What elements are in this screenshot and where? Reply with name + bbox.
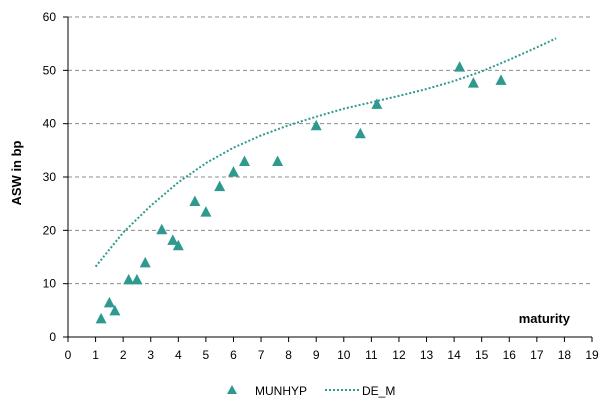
x-tick-label-5: 5 xyxy=(203,348,210,362)
x-tick-label-14: 14 xyxy=(447,348,461,362)
x-tick-label-15: 15 xyxy=(475,348,489,362)
series-line-de-m xyxy=(94,37,557,268)
legend-item-munhyp: MUNHYP xyxy=(227,384,307,398)
x-tick-label-7: 7 xyxy=(258,348,265,362)
data-point-munhyp-11 xyxy=(214,180,226,192)
x-tick-label-18: 18 xyxy=(558,348,572,362)
y-tick-label-30: 30 xyxy=(43,170,57,184)
x-tick-label-9: 9 xyxy=(313,348,320,362)
data-point-munhyp-18 xyxy=(454,61,466,72)
data-point-munhyp-5 xyxy=(139,256,151,268)
x-tick-label-10: 10 xyxy=(337,348,351,362)
legend-triangle-marker xyxy=(227,385,237,394)
data-point-munhyp-19 xyxy=(467,77,479,88)
x-tick-label-2: 2 xyxy=(120,348,127,362)
y-tick-label-40: 40 xyxy=(43,117,57,131)
data-point-munhyp-2 xyxy=(109,304,121,316)
data-point-munhyp-20 xyxy=(495,74,507,85)
legend-label-munhyp: MUNHYP xyxy=(255,384,307,398)
data-point-munhyp-4 xyxy=(131,273,143,285)
data-point-munhyp-9 xyxy=(189,195,201,206)
data-point-munhyp-13 xyxy=(239,155,251,166)
plot-series xyxy=(94,37,557,324)
y-tick-label-0: 0 xyxy=(49,330,56,344)
y-tick-label-10: 10 xyxy=(43,277,57,291)
data-point-munhyp-3 xyxy=(123,273,135,285)
y-axis-title: ASW in bp xyxy=(9,140,24,205)
x-tick-label-17: 17 xyxy=(530,348,544,362)
data-point-munhyp-1 xyxy=(103,296,115,308)
x-tick-label-4: 4 xyxy=(175,348,182,362)
legend-item-de-m: DE_M xyxy=(325,384,395,398)
y-tick-label-60: 60 xyxy=(43,10,57,24)
x-tick-label-8: 8 xyxy=(285,348,292,362)
data-point-munhyp-10 xyxy=(200,206,212,217)
x-tick-label-12: 12 xyxy=(392,348,406,362)
x-tick-label-6: 6 xyxy=(230,348,237,362)
data-point-munhyp-8 xyxy=(172,239,184,251)
x-tick-label-1: 1 xyxy=(92,348,99,362)
data-point-munhyp-12 xyxy=(227,166,239,177)
x-tick-label-0: 0 xyxy=(65,348,72,362)
x-tick-label-3: 3 xyxy=(147,348,154,362)
x-axis-title: maturity xyxy=(519,311,571,326)
data-point-munhyp-17 xyxy=(371,98,383,109)
data-point-munhyp-14 xyxy=(272,155,284,166)
y-tick-label-20: 20 xyxy=(43,223,57,237)
x-tick-label-13: 13 xyxy=(420,348,434,362)
legend: MUNHYP DE_M xyxy=(227,384,395,398)
y-tick-label-50: 50 xyxy=(43,63,57,77)
data-point-munhyp-16 xyxy=(354,127,366,139)
data-point-munhyp-6 xyxy=(156,223,168,235)
x-tick-label-11: 11 xyxy=(365,348,378,362)
x-tick-label-19: 19 xyxy=(585,348,599,362)
data-point-munhyp-0 xyxy=(95,312,107,324)
gridlines xyxy=(68,16,592,285)
x-tick-label-16: 16 xyxy=(503,348,517,362)
data-point-munhyp-7 xyxy=(167,234,179,245)
data-point-munhyp-15 xyxy=(310,119,322,131)
legend-label-de-m: DE_M xyxy=(362,384,395,398)
